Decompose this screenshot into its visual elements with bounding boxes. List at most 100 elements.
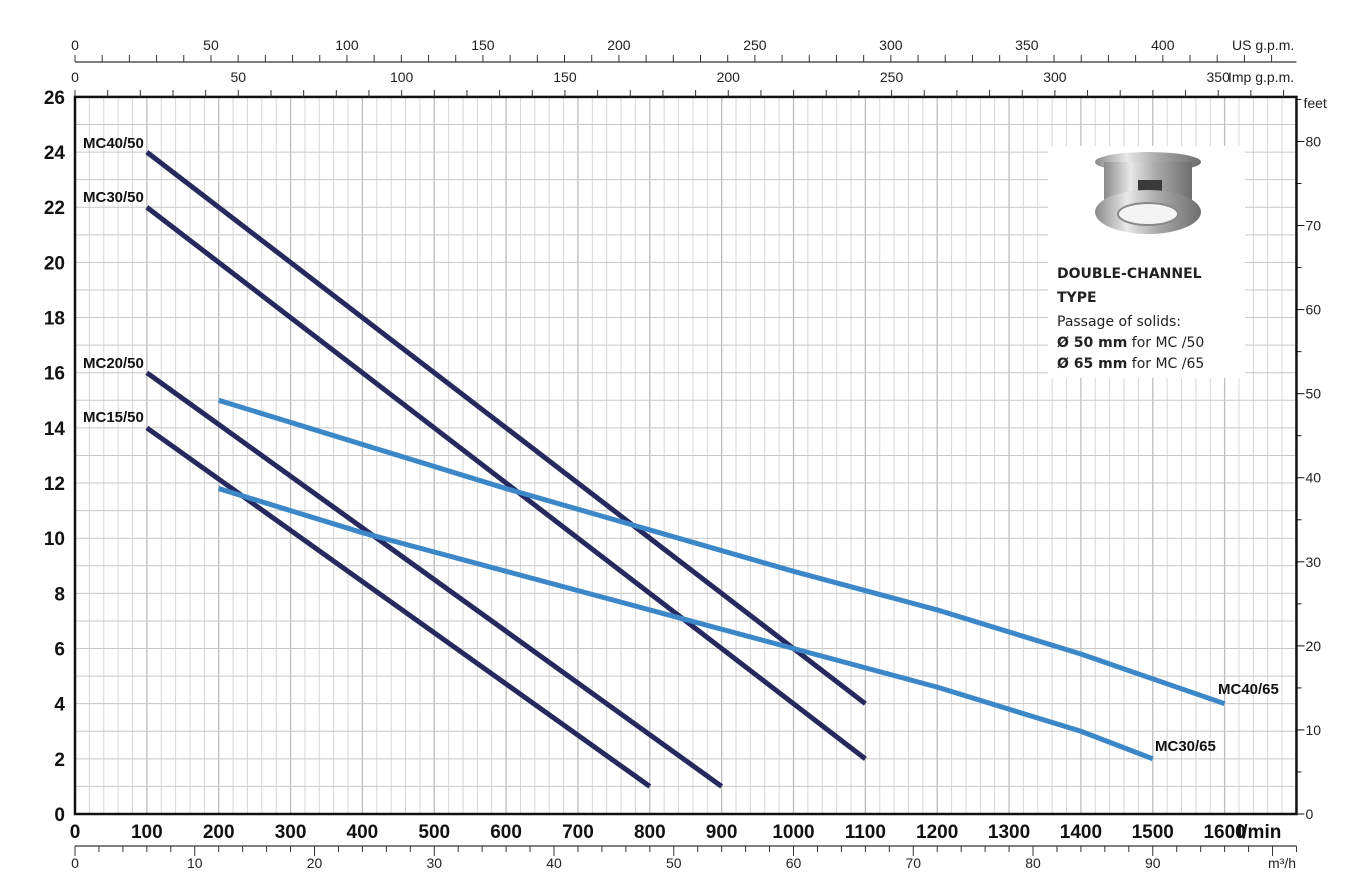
right-tick-label: 10 bbox=[1305, 722, 1321, 738]
y-tick-label: 26 bbox=[44, 88, 65, 109]
x-axis-label: l/min bbox=[1237, 822, 1281, 843]
y-tick-label: 24 bbox=[44, 143, 66, 164]
inset-box: DOUBLE-CHANNEL TYPE Passage of solids: Ø… bbox=[1048, 146, 1245, 378]
imp-tick-label: 50 bbox=[231, 69, 247, 85]
us-tick-label: 400 bbox=[1151, 37, 1175, 53]
inset-subtitle: Passage of solids: bbox=[1057, 314, 1181, 330]
grid bbox=[74, 96, 1298, 815]
right-tick-label: 70 bbox=[1305, 218, 1321, 234]
m3h-tick-label: 20 bbox=[307, 855, 323, 871]
x-tick-label: 800 bbox=[634, 822, 666, 843]
x-tick-label: 1200 bbox=[916, 822, 958, 843]
m3h-tick-label: 80 bbox=[1025, 855, 1041, 871]
imp-tick-label: 250 bbox=[880, 69, 904, 85]
series-line-mc15-50 bbox=[145, 425, 652, 789]
y-tick-label: 16 bbox=[44, 364, 65, 385]
imp-tick-label: 150 bbox=[553, 69, 577, 85]
x-tick-label: 1400 bbox=[1060, 822, 1102, 843]
series-label: MC20/50 bbox=[83, 355, 144, 372]
imp-tick-label: 200 bbox=[717, 69, 741, 85]
inset-title-line1: DOUBLE-CHANNEL bbox=[1057, 266, 1202, 282]
inset-title-line2: TYPE bbox=[1057, 290, 1097, 306]
imp-tick-label: 100 bbox=[390, 69, 414, 85]
m3h-tick-label: 30 bbox=[426, 855, 442, 871]
x-tick-label: 1500 bbox=[1132, 822, 1174, 843]
y-tick-label: 8 bbox=[54, 584, 65, 605]
inset-line2: Ø 65 mm for MC /65 bbox=[1057, 356, 1204, 372]
x-tick-label: 400 bbox=[347, 822, 379, 843]
x-tick-label: 0 bbox=[70, 822, 81, 843]
series-label: MC40/65 bbox=[1218, 681, 1279, 698]
m3h-tick-label: 60 bbox=[786, 855, 802, 871]
series-line-mc40-65 bbox=[217, 397, 1226, 707]
x-tick-label: 300 bbox=[275, 822, 307, 843]
x-tick-label: 100 bbox=[131, 822, 163, 843]
x-tick-label: 1000 bbox=[772, 822, 814, 843]
y-tick-label: 4 bbox=[54, 695, 65, 716]
series-label: MC15/50 bbox=[83, 409, 144, 426]
series-label: MC30/65 bbox=[1155, 738, 1216, 755]
series-line-mc40-50 bbox=[145, 150, 867, 706]
series-line-mc30-65 bbox=[217, 486, 1154, 762]
y-tick-label: 10 bbox=[44, 529, 65, 550]
m3h-tick-label: 40 bbox=[546, 855, 562, 871]
y-tick-label: 14 bbox=[44, 419, 66, 440]
right-tick-label: 0 bbox=[1305, 806, 1313, 822]
y-tick-label: 2 bbox=[54, 750, 65, 771]
imp-tick-label: 0 bbox=[71, 69, 79, 85]
y-tick-label: 18 bbox=[44, 309, 65, 330]
us-tick-label: 200 bbox=[607, 37, 631, 53]
x-tick-label: 200 bbox=[203, 822, 235, 843]
plot-frame bbox=[73, 95, 1298, 816]
us-tick-label: 350 bbox=[1015, 37, 1039, 53]
right-tick-label: 60 bbox=[1305, 302, 1321, 318]
inset-line1-rest: for MC /50 bbox=[1127, 335, 1204, 351]
series-group: MC40/50 MC30/50 MC20/50 MC15/50 MC40/65 MC30/… bbox=[83, 135, 1279, 789]
inset-line2-bold: Ø 65 mm bbox=[1057, 356, 1127, 372]
us-tick-label: 250 bbox=[743, 37, 767, 53]
m3h-tick-label: 50 bbox=[666, 855, 682, 871]
us-tick-label: 0 bbox=[71, 37, 79, 53]
m3h-tick-label: 90 bbox=[1145, 855, 1161, 871]
m3h-tick-label: 0 bbox=[71, 855, 79, 871]
us-tick-label: 50 bbox=[203, 37, 219, 53]
x-tick-label: 1100 bbox=[845, 822, 886, 843]
us-tick-label: 300 bbox=[879, 37, 903, 53]
y-tick-label: 6 bbox=[54, 640, 65, 661]
right-tick-label: 80 bbox=[1305, 133, 1321, 149]
m3h-tick-label: 10 bbox=[187, 855, 203, 871]
us-tick-label: 100 bbox=[335, 37, 359, 53]
series-line-mc20-50 bbox=[145, 370, 724, 789]
series-label: MC40/50 bbox=[83, 135, 144, 152]
right-axis-label: feet bbox=[1303, 95, 1326, 111]
y-tick-label: 20 bbox=[44, 253, 65, 274]
inset-line1-bold: Ø 50 mm bbox=[1057, 335, 1127, 351]
x-tick-label: 900 bbox=[706, 822, 738, 843]
x-tick-label: 1300 bbox=[988, 822, 1030, 843]
x-tick-label: 600 bbox=[490, 822, 522, 843]
right-tick-label: 40 bbox=[1305, 470, 1321, 486]
imp-tick-label: 350 bbox=[1207, 69, 1231, 85]
us-tick-label: 150 bbox=[471, 37, 495, 53]
right-tick-label: 50 bbox=[1305, 386, 1321, 402]
m3h-axis-label: m³/h bbox=[1268, 855, 1296, 871]
us-axis-label: US g.p.m. bbox=[1232, 37, 1294, 53]
y-tick-label: 22 bbox=[44, 198, 65, 219]
imp-axis-label: Imp g.p.m. bbox=[1228, 69, 1294, 85]
right-tick-label: 30 bbox=[1305, 554, 1321, 570]
series-line-mc30-50 bbox=[145, 205, 867, 761]
imp-tick-label: 300 bbox=[1043, 69, 1067, 85]
x-tick-label: 1600 bbox=[1203, 822, 1245, 843]
x-tick-label: 500 bbox=[418, 822, 450, 843]
x-tick-label: 700 bbox=[562, 822, 594, 843]
series-label: MC30/50 bbox=[83, 189, 144, 206]
y-tick-label: 12 bbox=[44, 474, 65, 495]
inset-line1: Ø 50 mm for MC /50 bbox=[1057, 335, 1204, 351]
impeller-image bbox=[1095, 152, 1201, 234]
right-tick-label: 20 bbox=[1305, 638, 1321, 654]
m3h-tick-label: 70 bbox=[905, 855, 921, 871]
y-tick-label: 0 bbox=[54, 805, 65, 826]
inset-line2-rest: for MC /65 bbox=[1127, 356, 1204, 372]
